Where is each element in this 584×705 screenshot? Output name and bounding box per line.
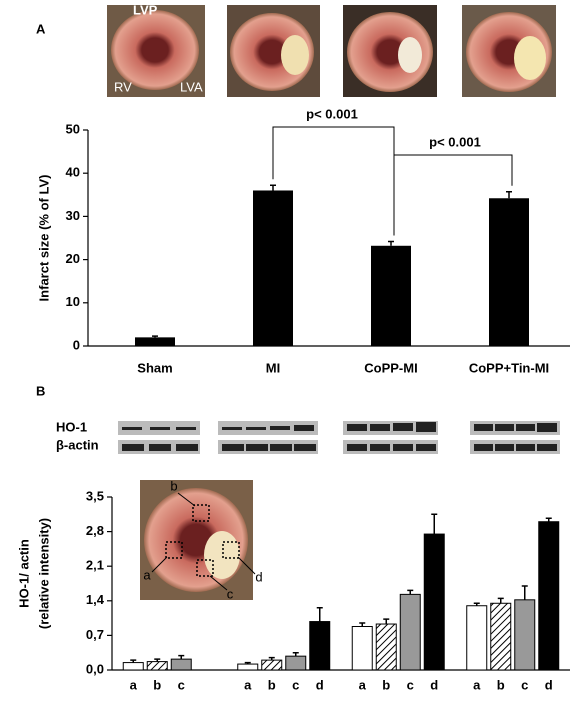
- bar-letter: a: [473, 677, 481, 692]
- annotation: p< 0.001: [429, 134, 481, 149]
- bar-letter: a: [359, 677, 367, 692]
- bar: [146, 661, 168, 671]
- error-bar: [130, 659, 137, 663]
- bar-letter: b: [153, 677, 161, 692]
- bar: [489, 198, 529, 346]
- significance-bracket: [272, 126, 395, 236]
- error-bar: [268, 656, 275, 661]
- heart-photos: [107, 5, 556, 97]
- y-tick-label: 3,5: [86, 488, 104, 503]
- bar: [261, 659, 283, 671]
- inset-label: b: [170, 478, 177, 493]
- error-bar: [152, 335, 158, 338]
- bar-letter: a: [244, 677, 252, 692]
- inset-label: a: [143, 567, 151, 582]
- bar: [309, 621, 331, 671]
- bar: [351, 626, 373, 671]
- blot-label: β-actin: [56, 437, 99, 452]
- error-bar: [497, 597, 504, 604]
- bar-letter: c: [521, 677, 528, 692]
- error-bar: [270, 184, 276, 191]
- bar: [237, 663, 259, 671]
- y-axis-title: (relative intensity): [36, 518, 51, 629]
- bar: [399, 593, 421, 671]
- bar-letter: c: [407, 677, 414, 692]
- error-bar: [244, 661, 251, 665]
- y-tick-label: 2,1: [86, 558, 104, 573]
- bar: [490, 602, 512, 671]
- error-bar: [521, 585, 528, 600]
- error-bar: [506, 191, 512, 199]
- photo-label: RV: [114, 79, 132, 94]
- inset-label: d: [255, 569, 262, 584]
- photo-label: LVP: [133, 2, 158, 17]
- bar: [371, 245, 411, 346]
- y-tick-label: 30: [66, 208, 80, 223]
- inset-photo: [140, 480, 256, 600]
- bar: [423, 533, 445, 671]
- x-tick-label: CoPP-MI: [364, 360, 417, 375]
- bar: [135, 337, 175, 346]
- error-bar: [154, 658, 161, 662]
- bar: [253, 190, 293, 346]
- bar-letter: b: [382, 677, 390, 692]
- bar: [538, 521, 560, 671]
- y-tick-label: 0,7: [86, 627, 104, 642]
- blot-label: HO-1: [56, 419, 87, 434]
- error-bar: [292, 651, 299, 657]
- bar-letter: b: [497, 677, 505, 692]
- y-tick-label: 0: [73, 337, 80, 352]
- error-bar: [383, 618, 390, 625]
- panel-label: A: [36, 21, 46, 36]
- y-axis-title: HO-1/ actin: [16, 539, 31, 608]
- bar: [285, 655, 307, 671]
- western-blots: [118, 421, 560, 454]
- x-tick-label: Sham: [137, 360, 172, 375]
- error-bar: [388, 240, 394, 246]
- x-tick-label: MI: [266, 360, 280, 375]
- error-bar: [316, 606, 323, 622]
- bar: [170, 658, 192, 671]
- error-bar: [407, 589, 414, 595]
- inset-label: c: [227, 586, 234, 601]
- bar: [122, 662, 144, 671]
- bar-letter: c: [292, 677, 299, 692]
- bar: [514, 599, 536, 671]
- error-bar: [178, 654, 185, 660]
- y-tick-label: 20: [66, 251, 80, 266]
- y-tick-label: 40: [66, 165, 80, 180]
- significance-bracket: [394, 154, 513, 186]
- y-tick-label: 50: [66, 121, 80, 136]
- photo-label: LVA: [180, 79, 203, 94]
- bar-letter: b: [268, 677, 276, 692]
- bar-letter: d: [316, 677, 324, 692]
- error-bar: [359, 622, 366, 627]
- y-tick-label: 2,8: [86, 523, 104, 538]
- bar: [375, 623, 397, 671]
- error-bar: [545, 517, 552, 522]
- error-bar: [431, 513, 438, 535]
- bar: [466, 605, 488, 671]
- bar-letter: c: [178, 677, 185, 692]
- y-tick-label: 10: [66, 294, 80, 309]
- y-tick-label: 1,4: [86, 592, 105, 607]
- y-axis-title: Infarct size (% of LV): [36, 175, 51, 302]
- bar-letter: d: [430, 677, 438, 692]
- bar-letter: a: [130, 677, 138, 692]
- error-bar: [473, 602, 480, 606]
- annotation: p< 0.001: [306, 106, 358, 121]
- bar-letter: d: [545, 677, 553, 692]
- panel-label: B: [36, 383, 45, 398]
- y-tick-label: 0,0: [86, 661, 104, 676]
- x-tick-label: CoPP+Tin-MI: [469, 360, 549, 375]
